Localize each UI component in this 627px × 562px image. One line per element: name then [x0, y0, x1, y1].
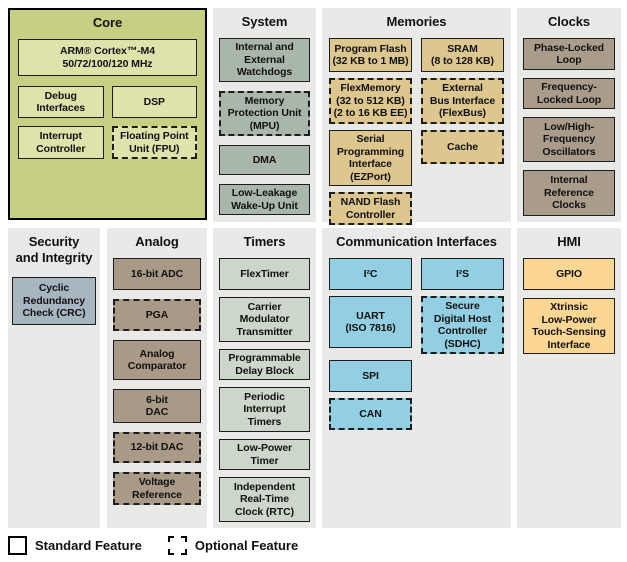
panel-memories: Memories Program Flash (32 KB to 1 MB) S…: [322, 8, 511, 225]
block-pdb: Programmable Delay Block: [219, 349, 310, 380]
panel-comm: Communication Interfaces I²C I²S UART (I…: [322, 228, 511, 528]
core-sub-grid: Debug Interfaces DSP Interrupt Controlle…: [18, 86, 197, 159]
block-dma: DMA: [219, 145, 310, 175]
legend-optional-swatch: [167, 536, 187, 555]
legend-standard-label: Standard Feature: [35, 538, 142, 553]
block-external-bus-interface: External Bus Interface (FlexBus): [421, 78, 504, 124]
block-llwu: Low-Leakage Wake-Up Unit: [219, 184, 310, 215]
panel-core: Core ARM® Cortex™-M4 50/72/100/120 MHz D…: [8, 8, 207, 220]
panel-title-comm: Communication Interfaces: [336, 234, 497, 249]
panel-timers: Timers FlexTimer Carrier Modulator Trans…: [213, 228, 316, 528]
block-nand-flash-controller: NAND Flash Controller: [329, 192, 412, 225]
block-sram: SRAM (8 to 128 KB): [421, 38, 504, 72]
block-cmt: Carrier Modulator Transmitter: [219, 297, 310, 342]
legend-optional-label: Optional Feature: [194, 538, 299, 553]
panel-security: Security and Integrity Cyclic Redundancy…: [8, 228, 100, 528]
block-i2s: I²S: [421, 258, 504, 290]
panel-system: System Internal and External Watchdogs M…: [213, 8, 316, 222]
block-program-flash: Program Flash (32 KB to 1 MB): [329, 38, 412, 72]
block-flextimer: FlexTimer: [219, 258, 310, 290]
block-ezport: Serial Programming Interface (EZPort): [329, 130, 412, 186]
block-can: CAN: [329, 398, 412, 430]
legend: Standard Feature Optional Feature: [8, 536, 298, 555]
block-spi: SPI: [329, 360, 412, 392]
panel-title-analog: Analog: [135, 234, 179, 249]
block-voltage-reference: Voltage Reference: [113, 472, 201, 505]
block-interrupt-controller: Interrupt Controller: [18, 126, 104, 159]
block-12bit-dac: 12-bit DAC: [113, 432, 201, 463]
block-cache: Cache: [421, 130, 504, 164]
panel-title-system: System: [241, 14, 288, 29]
block-rtc: Independent Real-Time Clock (RTC): [219, 477, 310, 522]
panel-title-core: Core: [92, 15, 123, 30]
block-mpu: Memory Protection Unit (MPU): [219, 90, 310, 136]
block-16bit-adc: 16-bit ADC: [113, 258, 201, 290]
block-low-power-timer: Low-Power Timer: [219, 439, 310, 470]
panel-title-timers: Timers: [243, 234, 286, 249]
panel-analog: Analog 16-bit ADC PGA Analog Comparator …: [107, 228, 207, 528]
panel-hmi: HMI GPIO Xtrinsic Low-Power Touch-Sensin…: [517, 228, 621, 528]
panel-title-clocks: Clocks: [547, 14, 591, 29]
block-dsp: DSP: [111, 86, 197, 118]
block-pll: Phase-Locked Loop: [523, 38, 615, 70]
block-oscillators: Low/High- Frequency Oscillators: [523, 117, 615, 162]
block-tsi: Xtrinsic Low-Power Touch-Sensing Interfa…: [523, 298, 615, 354]
block-i2c: I²C: [329, 258, 412, 290]
block-debug-interfaces: Debug Interfaces: [18, 86, 104, 118]
block-internal-reference-clocks: Internal Reference Clocks: [523, 170, 615, 216]
block-analog-comparator: Analog Comparator: [113, 340, 201, 380]
block-fpu: Floating Point Unit (FPU): [111, 126, 197, 159]
block-arm-cortex-m4: ARM® Cortex™-M4 50/72/100/120 MHz: [18, 39, 197, 76]
block-uart: UART (ISO 7816): [329, 296, 412, 348]
block-pga: PGA: [113, 299, 201, 331]
block-gpio: GPIO: [523, 258, 615, 290]
panel-clocks: Clocks Phase-Locked Loop Frequency- Lock…: [517, 8, 621, 222]
block-flexmemory: FlexMemory (32 to 512 KB) (2 to 16 KB EE…: [329, 78, 412, 124]
block-watchdogs: Internal and External Watchdogs: [219, 38, 310, 82]
block-sdhc: Secure Digital Host Controller (SDHC): [421, 296, 504, 354]
block-crc: Cyclic Redundancy Check (CRC): [12, 277, 96, 325]
panel-title-security: Security and Integrity: [15, 234, 93, 265]
block-fll: Frequency- Locked Loop: [523, 78, 615, 109]
legend-standard-swatch: [8, 536, 27, 555]
panel-title-hmi: HMI: [557, 234, 581, 249]
block-pit: Periodic Interrupt Timers: [219, 387, 310, 432]
panel-title-memories: Memories: [386, 14, 447, 29]
block-6bit-dac: 6-bit DAC: [113, 389, 201, 423]
